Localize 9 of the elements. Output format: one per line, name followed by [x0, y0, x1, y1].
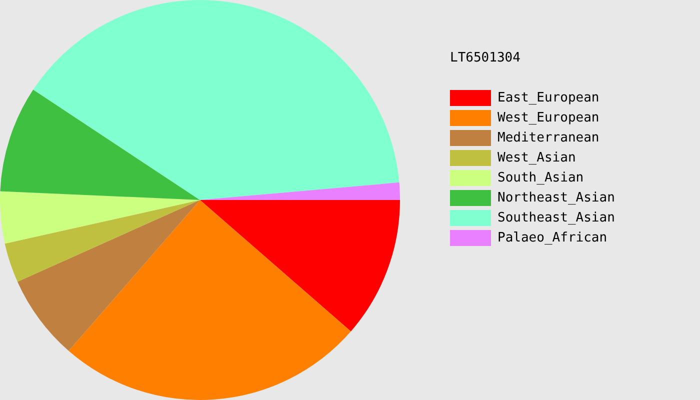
- legend-label: West_European: [498, 110, 600, 126]
- legend-label: East_European: [498, 90, 600, 106]
- legend-label: West_Asian: [498, 150, 576, 166]
- legend-label: South_Asian: [498, 170, 584, 186]
- text: LT6501304: [450, 50, 521, 66]
- legend-label: Southeast_Asian: [498, 210, 615, 226]
- legend-label: Northeast_Asian: [498, 190, 615, 206]
- legend-label: Mediterranean: [498, 130, 600, 146]
- legend-label: Palaeo_African: [498, 230, 608, 246]
